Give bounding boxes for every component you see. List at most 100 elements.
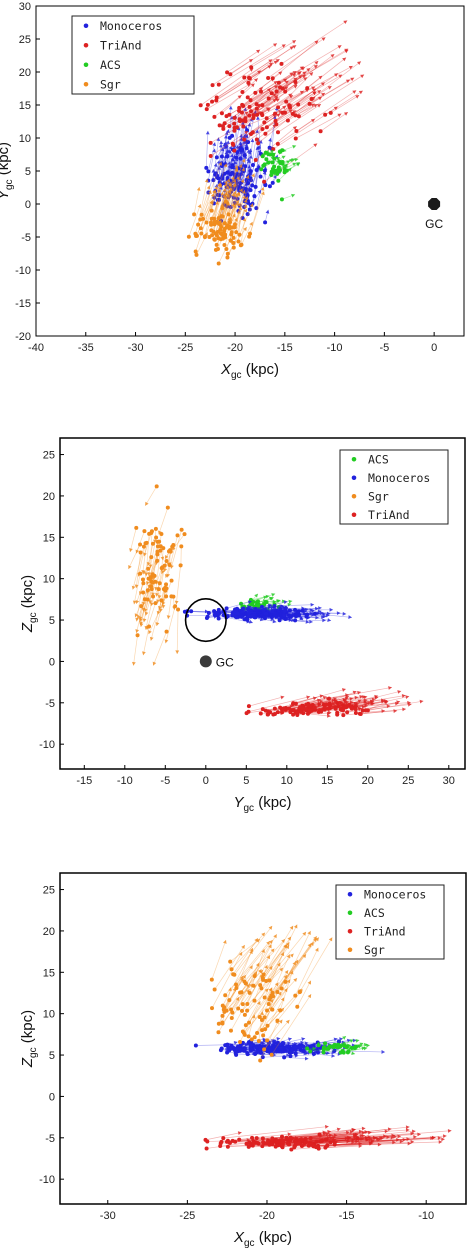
series-triand bbox=[244, 686, 424, 718]
velocity-vector bbox=[289, 91, 317, 109]
data-point bbox=[269, 172, 274, 177]
x-tick-label: -25 bbox=[179, 1210, 195, 1222]
vector-arrowhead bbox=[321, 37, 326, 41]
velocity-vector bbox=[250, 167, 259, 191]
vector-arrowhead bbox=[287, 1037, 292, 1042]
data-point bbox=[209, 208, 214, 213]
vector-arrowhead bbox=[321, 92, 326, 97]
data-point bbox=[156, 587, 161, 592]
vector-arrowhead bbox=[252, 194, 257, 199]
vector-arrowhead bbox=[236, 126, 241, 131]
velocity-vector bbox=[223, 965, 253, 1008]
data-point bbox=[151, 594, 156, 599]
vector-arrowhead bbox=[153, 539, 157, 544]
vector-arrowhead bbox=[292, 40, 297, 44]
vector-arrowhead bbox=[230, 153, 234, 158]
vector-arrowhead bbox=[368, 1137, 373, 1142]
vector-arrowhead bbox=[156, 599, 160, 604]
x-axis-label: Ygc (kpc) bbox=[233, 794, 291, 814]
data-point bbox=[265, 1023, 270, 1028]
velocity-vector bbox=[242, 98, 277, 121]
data-point bbox=[340, 706, 345, 711]
data-point bbox=[258, 711, 263, 716]
velocity-vector bbox=[231, 932, 266, 970]
vector-arrowhead bbox=[396, 1137, 400, 1142]
vector-arrowhead bbox=[218, 182, 223, 187]
data-point bbox=[233, 1139, 238, 1144]
vector-arrowhead bbox=[346, 1139, 350, 1144]
velocity-vector bbox=[255, 145, 259, 187]
vector-arrowhead bbox=[291, 1046, 296, 1051]
vector-arrowhead bbox=[288, 599, 293, 604]
vector-arrowhead bbox=[302, 74, 307, 79]
velocity-vector bbox=[230, 983, 251, 1010]
vector-arrowhead bbox=[254, 593, 258, 598]
vector-arrowhead bbox=[351, 1140, 355, 1145]
vector-arrowhead bbox=[214, 183, 219, 188]
velocity-vector bbox=[367, 700, 424, 711]
velocity-vector bbox=[210, 108, 271, 144]
vector-arrowhead bbox=[351, 1051, 356, 1056]
legend-label: Monoceros bbox=[100, 19, 162, 33]
vector-arrowhead bbox=[266, 1042, 271, 1047]
x-tick-label: 15 bbox=[321, 775, 333, 787]
data-point bbox=[228, 959, 233, 964]
velocity-vector bbox=[329, 1039, 360, 1047]
data-point bbox=[307, 101, 312, 106]
velocity-vector bbox=[216, 60, 278, 101]
velocity-vector bbox=[133, 573, 141, 605]
vector-arrowhead bbox=[306, 616, 310, 621]
vector-arrowhead bbox=[325, 696, 330, 701]
velocity-vector bbox=[314, 695, 366, 708]
vector-arrowhead bbox=[239, 145, 243, 150]
x-tick-label: -25 bbox=[177, 342, 193, 354]
y-tick-label: -5 bbox=[45, 1133, 55, 1145]
velocity-vector bbox=[260, 599, 281, 607]
data-point bbox=[199, 231, 204, 236]
data-point bbox=[210, 83, 215, 88]
vector-arrowhead bbox=[234, 157, 239, 162]
legend-swatch bbox=[351, 493, 357, 499]
vector-arrowhead bbox=[267, 605, 272, 610]
data-point bbox=[275, 171, 280, 176]
vector-arrowhead bbox=[232, 204, 237, 209]
vector-arrowhead bbox=[305, 620, 310, 624]
vector-arrowhead bbox=[268, 965, 273, 970]
data-point bbox=[247, 104, 252, 109]
data-point bbox=[208, 154, 213, 159]
vector-arrowhead bbox=[241, 944, 245, 949]
vector-arrowhead bbox=[270, 948, 275, 953]
data-point bbox=[215, 197, 220, 202]
vector-arrowhead bbox=[208, 190, 212, 194]
data-point bbox=[216, 616, 221, 621]
vector-arrowhead bbox=[151, 577, 156, 581]
vector-arrowhead bbox=[273, 85, 278, 89]
vector-arrowhead bbox=[381, 709, 386, 713]
vector-arrowhead bbox=[243, 107, 248, 112]
x-tick-label: 0 bbox=[203, 775, 209, 787]
data-point bbox=[134, 525, 139, 530]
vector-arrowhead bbox=[431, 1135, 436, 1140]
velocity-vector bbox=[329, 695, 364, 704]
velocity-vector bbox=[235, 1137, 296, 1143]
data-point bbox=[262, 120, 267, 125]
data-point bbox=[142, 597, 147, 602]
velocity-vector bbox=[289, 74, 343, 106]
velocity-vector bbox=[250, 1045, 290, 1050]
data-point bbox=[253, 90, 258, 95]
velocity-vector bbox=[218, 191, 228, 239]
x-tick-label: -40 bbox=[28, 342, 44, 354]
legend-label: Sgr bbox=[368, 489, 389, 503]
data-point bbox=[257, 1015, 262, 1020]
velocity-vector bbox=[241, 221, 253, 245]
vector-arrowhead bbox=[239, 142, 244, 147]
vector-arrowhead bbox=[305, 1043, 310, 1048]
data-point bbox=[322, 706, 327, 711]
data-point bbox=[308, 1044, 313, 1049]
velocity-vector bbox=[195, 185, 210, 234]
data-point bbox=[243, 116, 248, 121]
velocity-vector bbox=[222, 968, 262, 1024]
vector-arrowhead bbox=[314, 606, 319, 611]
velocity-vector bbox=[156, 588, 167, 627]
velocity-vector bbox=[300, 711, 323, 713]
